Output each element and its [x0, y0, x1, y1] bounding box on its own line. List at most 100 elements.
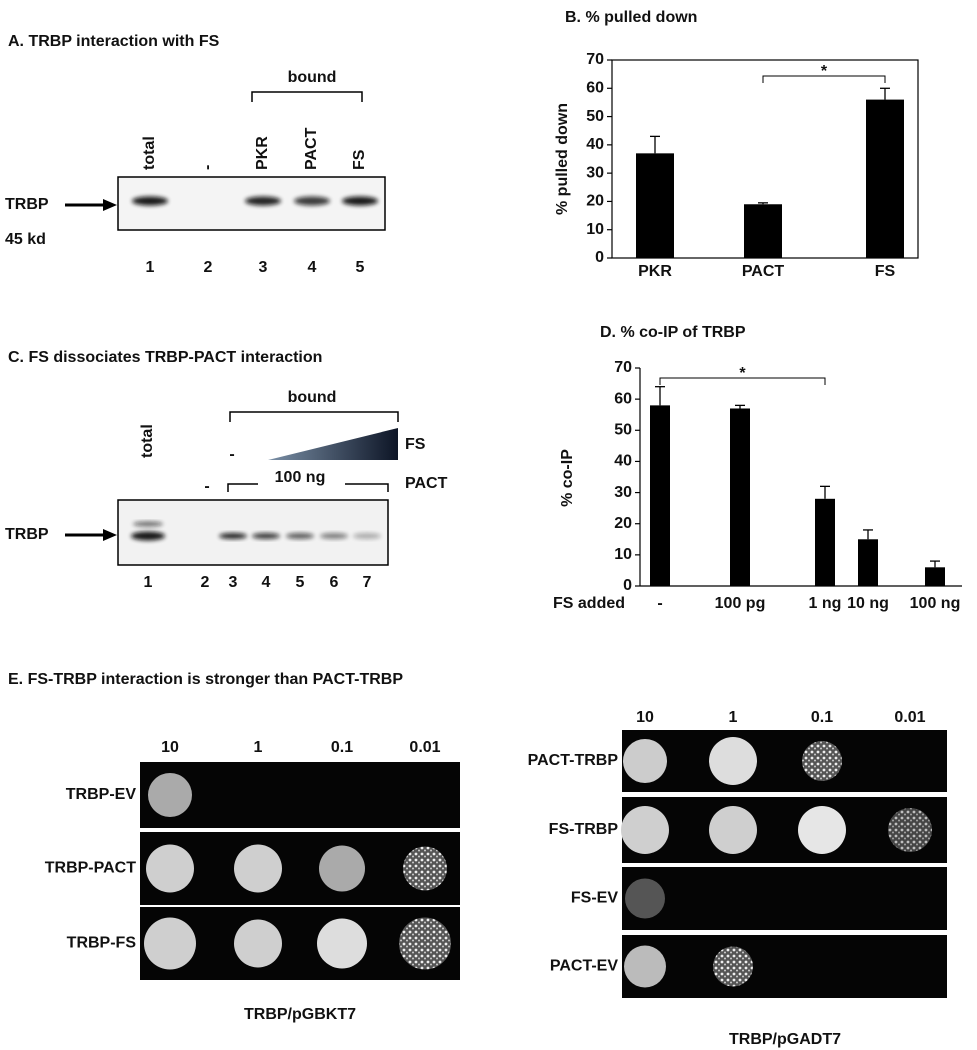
plate-caption: TRBP/pGADT7 — [729, 1031, 841, 1048]
yeast-spot — [234, 844, 282, 893]
y-tick-label: 70 — [614, 359, 632, 376]
dilution-label: 10 — [636, 709, 654, 726]
gel-band — [320, 533, 348, 539]
yeast-spot — [317, 918, 367, 969]
error-bar — [650, 135, 660, 154]
size-label: 45 kd — [5, 231, 46, 248]
y-tick-label: 50 — [614, 422, 632, 439]
y-tick-label: 30 — [614, 484, 632, 501]
error-bar — [930, 560, 940, 568]
plate-row — [140, 762, 460, 828]
lane3-label: - — [229, 446, 234, 463]
y-tick-label: 40 — [614, 453, 632, 470]
significance-bracket — [762, 75, 886, 83]
chart-title: D. % co-IP of TRBP — [600, 324, 746, 341]
x-tick-label: FS — [875, 263, 896, 280]
y-tick-label: 50 — [586, 108, 604, 125]
gel-band — [252, 533, 280, 539]
lane-label: total — [139, 424, 156, 458]
dilution-label: 0.01 — [409, 739, 440, 756]
dilution-label: 0.01 — [894, 709, 925, 726]
y-tick-label: 20 — [586, 193, 604, 210]
chart-title: B. % pulled down — [565, 9, 697, 26]
band-label: TRBP — [5, 526, 49, 543]
gel-band — [286, 533, 314, 539]
yeast-spot — [621, 806, 669, 854]
row-label: TRBP-PACT — [45, 860, 136, 877]
yeast-spot — [319, 845, 365, 892]
yeast-spot — [624, 945, 666, 988]
yeast-spot — [144, 917, 196, 970]
amount-bracket — [345, 483, 389, 492]
lane-number: 4 — [262, 574, 271, 591]
lane-number: 3 — [259, 259, 268, 276]
plate-caption: TRBP/pGBKT7 — [244, 1006, 356, 1023]
lane-label: PACT — [303, 127, 320, 170]
yeast-spot — [709, 737, 757, 785]
bound-bracket — [251, 91, 363, 102]
lane-number: 7 — [363, 574, 372, 591]
x-tick-label: 100 pg — [715, 595, 766, 612]
lane-number: 6 — [330, 574, 339, 591]
yeast-spot — [798, 806, 846, 854]
gel-band — [353, 533, 381, 539]
gel-band — [342, 196, 378, 206]
lane2-label: - — [204, 478, 209, 495]
row-label: PACT-EV — [550, 958, 618, 975]
yeast-spot — [713, 946, 753, 987]
x-tick-label: 10 ng — [847, 595, 889, 612]
x-axis-label: FS added — [553, 595, 625, 612]
gel-band — [132, 196, 168, 206]
error-bar — [863, 529, 873, 540]
yeast-spot — [802, 741, 842, 781]
lane-label: PKR — [254, 136, 271, 170]
lane-number: 2 — [201, 574, 210, 591]
bound-label: bound — [288, 389, 337, 406]
yeast-spot — [234, 919, 282, 968]
row-label: TRBP-FS — [67, 935, 137, 952]
bar — [815, 498, 835, 586]
dilution-label: 1 — [729, 709, 738, 726]
y-tick-label: 40 — [586, 136, 604, 153]
x-tick-label: PKR — [638, 263, 672, 280]
y-tick-label: 0 — [595, 249, 604, 266]
yeast-spot — [888, 808, 932, 852]
yeast-spot — [709, 806, 757, 854]
error-bar — [758, 202, 768, 205]
significance-label: * — [739, 365, 746, 382]
lane-label: FS — [351, 149, 368, 170]
bound-bracket — [229, 411, 399, 422]
row-label: TRBP-EV — [66, 786, 137, 803]
gel-band — [131, 531, 165, 541]
y-tick-label: 0 — [623, 577, 632, 594]
fs-gradient — [268, 428, 398, 460]
lane-number: 4 — [308, 259, 317, 276]
bar — [730, 408, 750, 586]
panel-title: C. FS dissociates TRBP-PACT interaction — [8, 349, 322, 366]
arrow-head — [103, 199, 117, 211]
yeast-spot — [403, 846, 447, 891]
bar — [925, 567, 945, 586]
yeast-spot — [399, 917, 451, 970]
lane-label: - — [199, 165, 216, 170]
lane-number: 5 — [296, 574, 305, 591]
gel-band — [294, 196, 330, 206]
lane-number: 1 — [146, 259, 155, 276]
x-tick-label: 100 ng — [910, 595, 961, 612]
lane-number: 5 — [356, 259, 365, 276]
y-tick-label: 10 — [614, 546, 632, 563]
plate-row — [622, 730, 947, 792]
plate-row — [622, 867, 947, 930]
bar — [744, 204, 782, 258]
y-tick-label: 20 — [614, 515, 632, 532]
band-label: TRBP — [5, 196, 49, 213]
lane-number: 1 — [144, 574, 153, 591]
panel-title: E. FS-TRBP interaction is stronger than … — [8, 671, 403, 688]
x-tick-label: PACT — [742, 263, 785, 280]
fs-label: FS — [405, 436, 426, 453]
y-tick-label: 60 — [586, 80, 604, 97]
dilution-label: 0.1 — [331, 739, 353, 756]
gel-band — [133, 521, 163, 527]
x-tick-label: - — [657, 595, 662, 612]
dilution-label: 0.1 — [811, 709, 833, 726]
